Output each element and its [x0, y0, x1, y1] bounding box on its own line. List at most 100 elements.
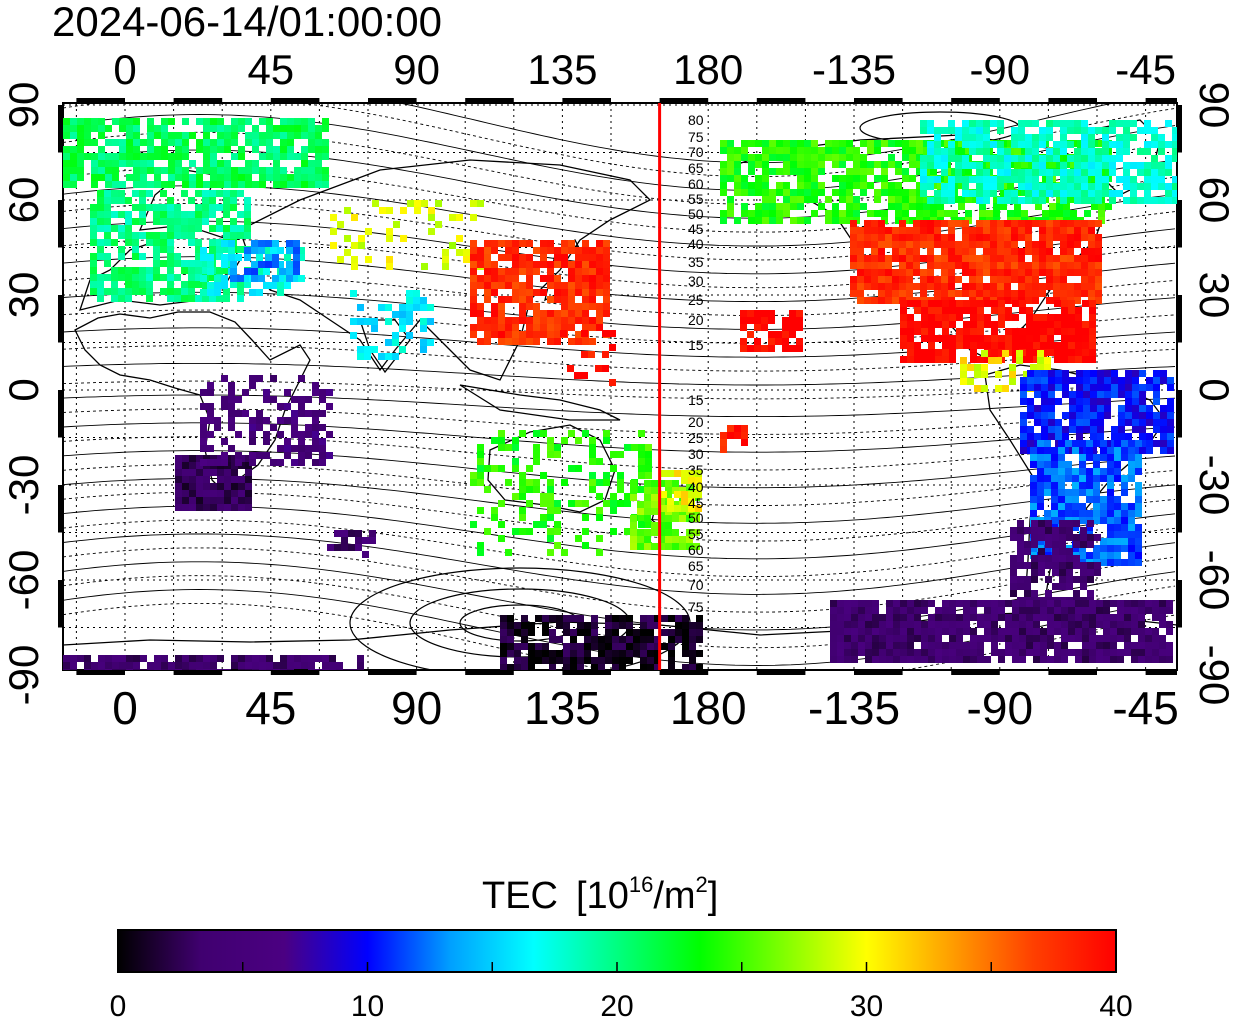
- tec-cell: [1100, 468, 1107, 475]
- tec-cell: [830, 656, 837, 663]
- tec-cell: [1144, 190, 1151, 197]
- tec-cell: [839, 217, 846, 224]
- tec-cell: [955, 241, 962, 248]
- tec-cell: [1054, 642, 1061, 649]
- tec-cell: [582, 282, 589, 289]
- tec-cell: [1089, 656, 1096, 663]
- tec-cell: [1052, 548, 1059, 555]
- colorbar-tick-label: 40: [1099, 990, 1132, 1021]
- tec-cell: [1086, 510, 1093, 517]
- tec-cell: [570, 643, 577, 650]
- tec-cell: [556, 636, 563, 643]
- tec-cell: [1102, 127, 1109, 134]
- tec-cell: [1110, 649, 1117, 656]
- tec-cell: [1046, 262, 1053, 269]
- tec-cell: [1114, 545, 1121, 552]
- tec-cell: [1081, 248, 1088, 255]
- tec-cell: [512, 528, 519, 535]
- tec-cell: [1060, 248, 1067, 255]
- tec-cell: [133, 160, 140, 167]
- tec-cell: [207, 282, 214, 289]
- tec-cell: [1068, 607, 1075, 614]
- tec-cell: [1012, 607, 1019, 614]
- tec-cell: [351, 242, 358, 249]
- tec-cell: [1089, 349, 1096, 356]
- tec-cell: [512, 493, 519, 500]
- tec-cell: [540, 310, 547, 317]
- tec-cell: [603, 240, 610, 247]
- top-lon-label: 90: [393, 46, 440, 93]
- tec-cell: [1026, 342, 1033, 349]
- tec-cell: [97, 274, 104, 281]
- tec-cell: [935, 628, 942, 635]
- tec-cell: [865, 621, 872, 628]
- frame-tick-bar: [58, 390, 63, 438]
- tec-cell: [1151, 169, 1158, 176]
- tec-cell: [851, 642, 858, 649]
- tec-cell: [369, 530, 376, 537]
- tec-cell: [427, 339, 434, 346]
- tec-cell: [990, 241, 997, 248]
- tec-cell: [1061, 635, 1068, 642]
- tec-cell: [1160, 426, 1167, 433]
- tec-cell: [983, 120, 990, 127]
- tec-cell: [280, 139, 287, 146]
- tec-cell: [554, 296, 561, 303]
- tec-cell: [568, 310, 575, 317]
- tec-cell: [567, 365, 574, 372]
- tec-cell: [315, 655, 322, 662]
- tec-cell: [286, 261, 293, 268]
- tec-cell: [857, 269, 864, 276]
- tec-cell: [1135, 482, 1142, 489]
- tec-cell: [216, 253, 223, 260]
- tec-cell: [63, 132, 70, 139]
- tec-cell: [498, 437, 505, 444]
- tec-cell: [196, 455, 203, 462]
- tec-cell: [1062, 391, 1069, 398]
- tec-cell: [355, 530, 362, 537]
- tec-cell: [900, 328, 907, 335]
- frame-ticks: [58, 98, 1182, 675]
- tec-cell: [514, 650, 521, 657]
- tec-cell: [693, 543, 700, 550]
- tec-cell: [280, 167, 287, 174]
- tec-cell: [1079, 475, 1086, 482]
- tec-cell: [1074, 255, 1081, 262]
- tec-cell: [533, 247, 540, 254]
- tec-cell: [348, 530, 355, 537]
- tec-cell: [386, 228, 393, 235]
- tec-cell: [1153, 398, 1160, 405]
- tec-cell: [105, 139, 112, 146]
- tec-cell: [956, 314, 963, 321]
- tec-cell: [118, 246, 125, 253]
- tec-cell: [1049, 203, 1056, 210]
- tec-cell: [1103, 628, 1110, 635]
- tec-cell: [1067, 141, 1074, 148]
- tec-cell: [1105, 203, 1112, 210]
- tec-cell: [1024, 548, 1031, 555]
- tec-cell: [1086, 447, 1093, 454]
- tec-cell: [200, 417, 207, 424]
- tec-cell: [549, 629, 556, 636]
- tec-cell: [350, 332, 357, 339]
- tec-cell: [895, 161, 902, 168]
- tec-cell: [1081, 141, 1088, 148]
- tec-cell: [202, 211, 209, 218]
- tec-cell: [547, 507, 554, 514]
- tec-cell: [960, 364, 967, 371]
- tec-cell: [972, 196, 979, 203]
- tec-cell: [581, 372, 588, 379]
- tec-cell: [1019, 642, 1026, 649]
- tec-cell: [477, 458, 484, 465]
- tec-cell: [955, 248, 962, 255]
- tec-cell: [644, 508, 651, 515]
- tec-cell: [1037, 503, 1044, 510]
- tec-cell: [1034, 405, 1041, 412]
- tec-cell: [900, 356, 907, 363]
- tec-cell: [175, 174, 182, 181]
- tec-cell: [291, 431, 298, 438]
- tec-cell: [322, 669, 329, 670]
- tec-cell: [280, 125, 287, 132]
- tec-cell: [584, 657, 591, 664]
- tec-cell: [1067, 227, 1074, 234]
